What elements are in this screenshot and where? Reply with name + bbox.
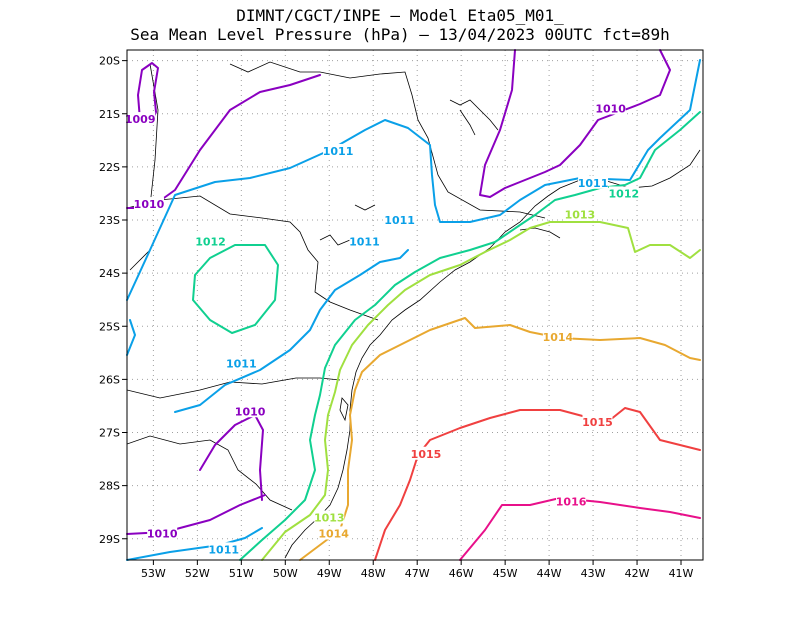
map-title: DIMNT/CGCT/INPE – Model Eta05_M01_ Sea M… — [0, 6, 800, 44]
x-tick-label: 52W — [185, 567, 210, 580]
contour-label-background — [349, 234, 380, 248]
isobar-1015 — [374, 407, 701, 561]
contour-label-background — [314, 510, 345, 524]
contour-labels: 1009 1010 1010 1010 1010 1011 1011 1011 1011 1011… — [125, 101, 639, 556]
contour-label-1009: 1009 — [125, 113, 156, 126]
contour-label-background — [125, 112, 156, 126]
contour-label-background — [556, 494, 587, 508]
state-border-1 — [126, 195, 379, 321]
state-border-5 — [126, 377, 341, 399]
contour-label-background — [318, 526, 349, 540]
x-tick-label: 41W — [669, 567, 694, 580]
title-line-1: DIMNT/CGCT/INPE – Model Eta05_M01_ — [236, 6, 564, 25]
plot-frame — [126, 49, 704, 561]
contour-label-1014: 1014 — [318, 527, 349, 540]
grid-lines — [127, 50, 703, 560]
state-border-4 — [126, 435, 293, 511]
contour-label-1012: 1012 — [195, 235, 226, 248]
contour-label-1011: 1011 — [384, 214, 415, 227]
contour-label-background — [226, 356, 257, 370]
x-tick-label: 51W — [229, 567, 254, 580]
x-tick-label: 45W — [493, 567, 518, 580]
contour-label-background — [147, 526, 178, 540]
y-tick-label: 22S — [99, 161, 120, 174]
y-tick-label: 27S — [99, 427, 120, 440]
contour-label-1010: 1010 — [235, 405, 266, 418]
x-tick-label: 42W — [625, 567, 650, 580]
y-tick-label: 24S — [99, 267, 120, 280]
contour-label-1011: 1011 — [578, 177, 609, 190]
contour-label-background — [235, 404, 266, 418]
x-tick-label: 50W — [273, 567, 298, 580]
isobar-1010-east — [479, 49, 671, 198]
contour-label-1011: 1011 — [208, 543, 239, 556]
contour-label-background — [595, 101, 626, 115]
coast-island — [339, 397, 349, 422]
contour-label-background — [133, 197, 164, 211]
isobar-1013 — [261, 221, 701, 561]
isobar-1012-coast — [239, 111, 701, 561]
contour-label-1012: 1012 — [609, 187, 640, 200]
contour-label-1011: 1011 — [323, 145, 354, 158]
x-tick-label: 46W — [449, 567, 474, 580]
state-border-2 — [149, 63, 159, 207]
y-tick-label: 20S — [99, 55, 120, 68]
x-tick-label: 49W — [317, 567, 342, 580]
contour-label-1010: 1010 — [134, 198, 165, 211]
y-tick-label: 23S — [99, 214, 120, 227]
contour-label-1011: 1011 — [349, 235, 380, 248]
reservoir-3 — [354, 204, 376, 211]
y-tick-label: 25S — [99, 320, 120, 333]
contour-label-background — [542, 329, 573, 343]
contour-label-background — [384, 213, 415, 226]
isobar-1011-west — [126, 319, 136, 356]
x-tick-label: 48W — [361, 567, 386, 580]
contour-label-background — [208, 542, 239, 556]
y-tick-label: 29S — [99, 533, 120, 546]
isobar-1011-center — [174, 249, 409, 413]
contour-label-background — [323, 143, 354, 157]
y-axis-ticks: 20S 21S 22S 23S 24S 25S 26S 27S 28S 29S — [99, 55, 127, 546]
contour-label-background — [578, 175, 609, 189]
x-tick-label: 44W — [537, 567, 562, 580]
contour-label-background — [564, 207, 595, 221]
state-border-3 — [229, 61, 546, 219]
contour-label-1011: 1011 — [226, 357, 257, 370]
contour-label-1013: 1013 — [565, 209, 596, 222]
contour-label-1016: 1016 — [556, 496, 587, 509]
reservoir-1 — [449, 99, 499, 136]
isobar-1014 — [299, 317, 701, 561]
contour-label-1010: 1010 — [595, 102, 626, 115]
contour-label-1013: 1013 — [314, 512, 345, 525]
contour-label-1010: 1010 — [147, 527, 178, 540]
contour-label-background — [608, 186, 639, 200]
contour-label-background — [195, 234, 226, 248]
contour-label-1015: 1015 — [411, 448, 442, 461]
contour-label-1015: 1015 — [582, 416, 613, 429]
title-line-2: Sea Mean Level Pressure (hPa) – 13/04/20… — [130, 25, 670, 44]
x-tick-label: 53W — [141, 567, 166, 580]
x-tick-label: 47W — [405, 567, 430, 580]
state-border-6 — [129, 249, 151, 271]
x-axis-ticks: 53W 52W 51W 50W 49W 48W 47W 46W 45W 44W 43W 42W 41W — [141, 560, 694, 580]
y-tick-label: 26S — [99, 373, 120, 386]
isobar-1012-ring — [192, 244, 279, 334]
coastline-and-borders — [126, 61, 701, 559]
x-tick-label: 43W — [581, 567, 606, 580]
reservoir-2 — [319, 234, 351, 246]
y-tick-label: 28S — [99, 480, 120, 493]
isobar-1011-north — [126, 59, 701, 301]
isobar-lines — [126, 49, 701, 561]
y-tick-label: 21S — [99, 108, 120, 121]
contour-label-background — [410, 446, 441, 460]
contour-label-1014: 1014 — [543, 331, 574, 344]
contour-label-background — [582, 414, 613, 428]
